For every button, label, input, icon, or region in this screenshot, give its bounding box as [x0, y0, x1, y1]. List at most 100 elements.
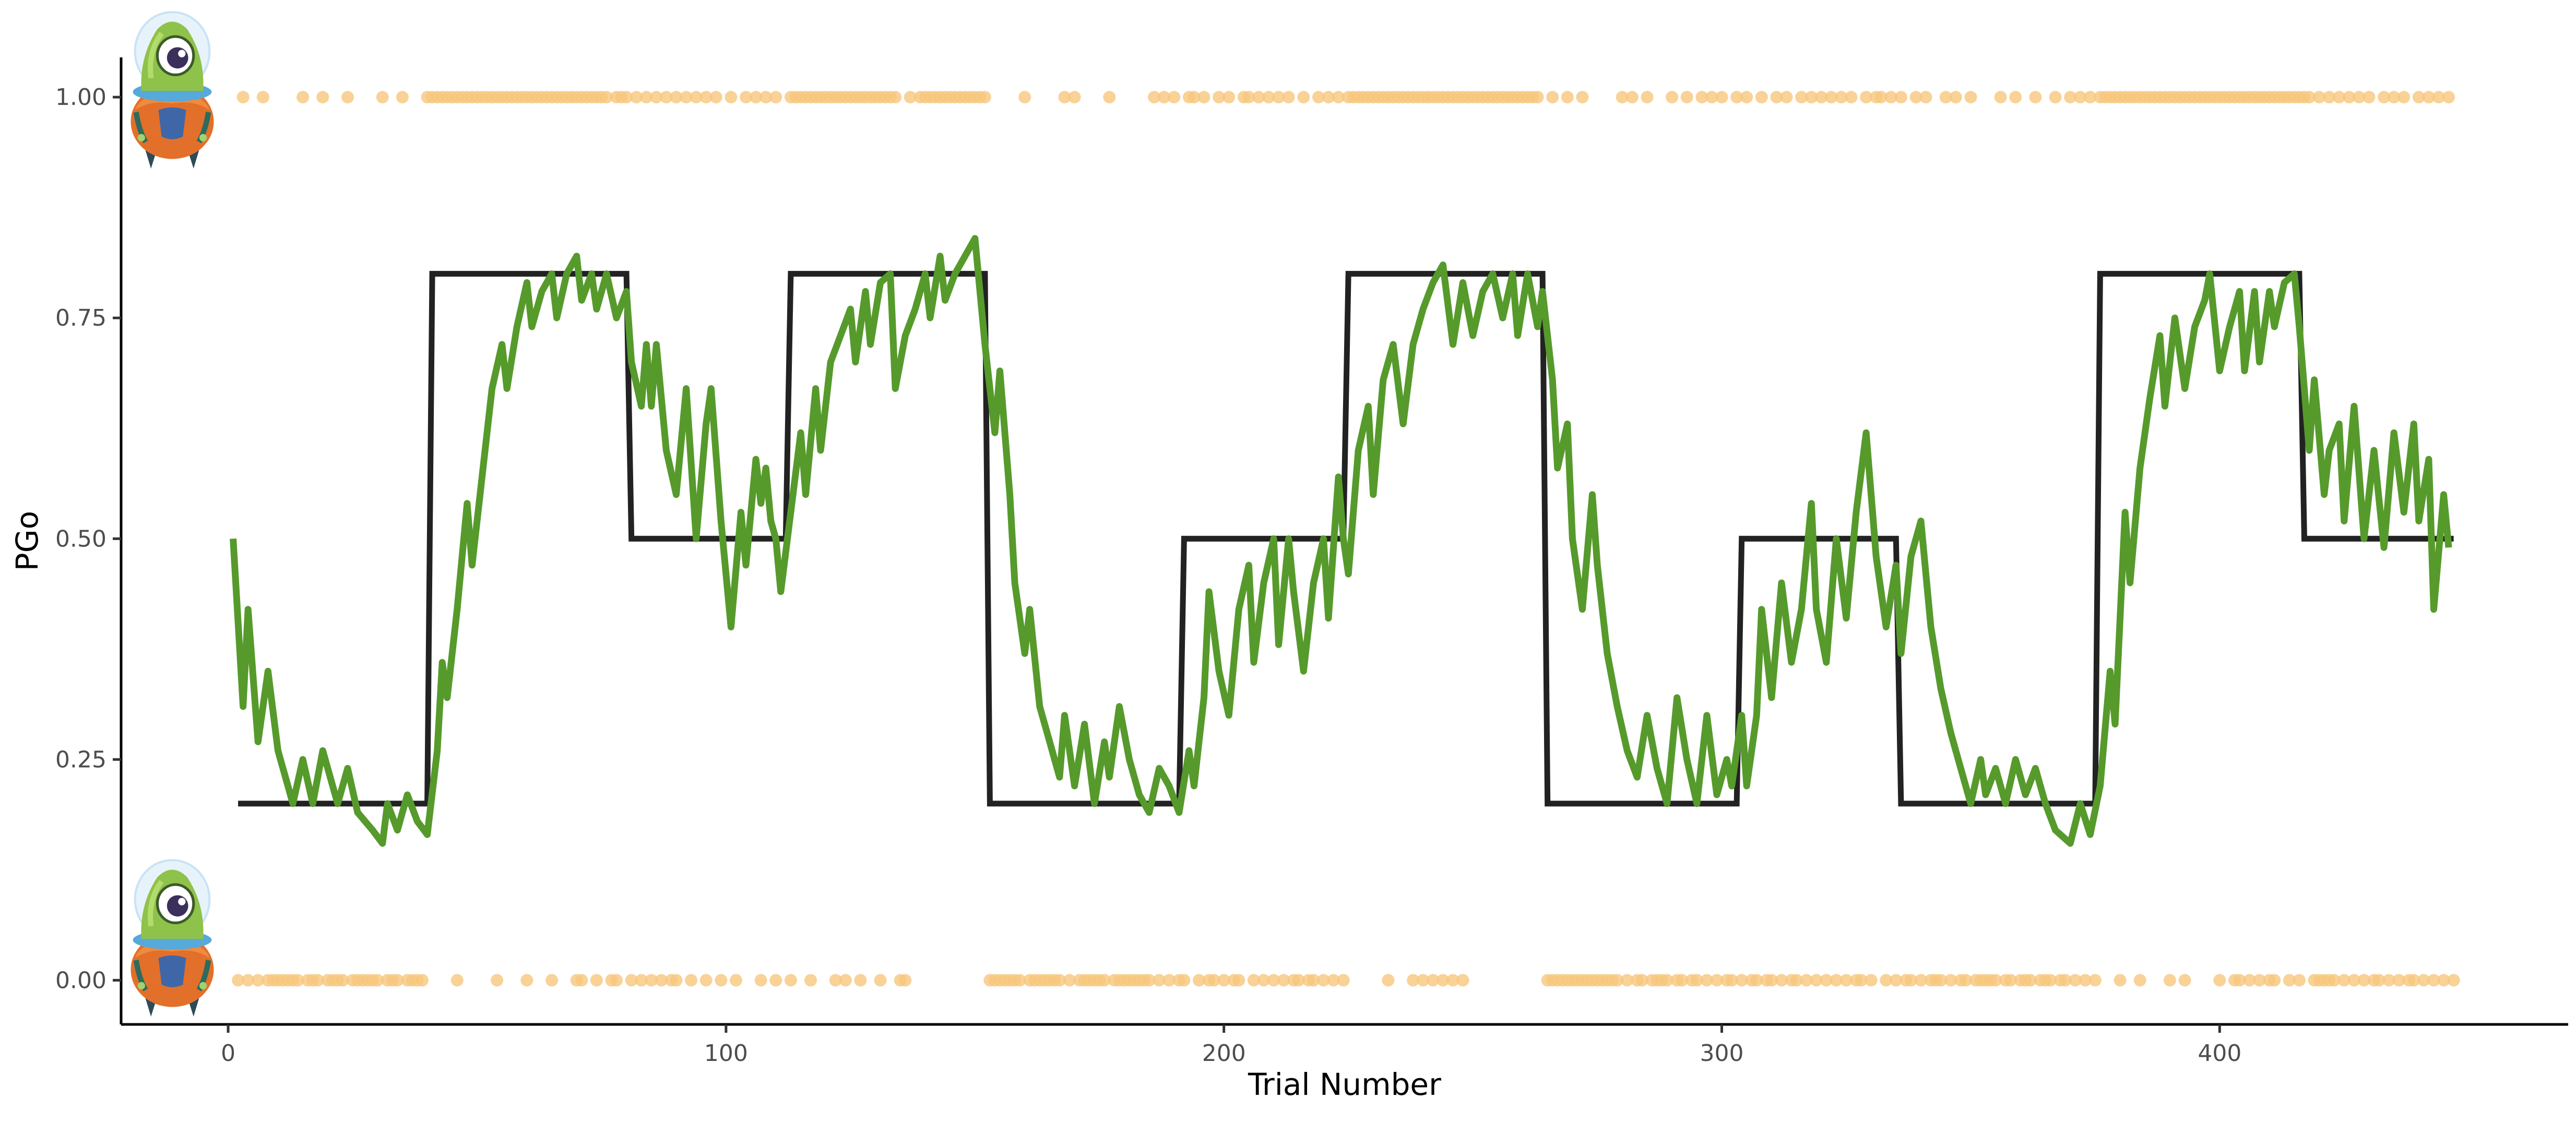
- response-point: [2004, 974, 2017, 987]
- response-point: [699, 974, 713, 987]
- response-point: [2059, 974, 2072, 987]
- response-point: [729, 974, 742, 987]
- response-point: [450, 974, 464, 987]
- response-point: [699, 91, 713, 104]
- response-point: [1576, 91, 1589, 104]
- response-point: [610, 974, 623, 987]
- response-point: [1915, 974, 1928, 987]
- response-point: [1775, 974, 1788, 987]
- response-point: [1884, 91, 1897, 104]
- response-point: [2372, 974, 2385, 987]
- response-point: [709, 91, 722, 104]
- response-point: [2397, 91, 2411, 104]
- response-point: [1332, 91, 1345, 104]
- x-tick-label: 300: [1700, 1040, 1744, 1067]
- response-point: [1407, 974, 1420, 987]
- response-point: [1959, 974, 1972, 987]
- response-point: [1178, 974, 1191, 987]
- response-point: [252, 974, 265, 987]
- response-point: [1874, 91, 1888, 104]
- response-point: [839, 974, 852, 987]
- response-point: [2079, 974, 2092, 987]
- response-point: [1934, 974, 1948, 987]
- response-point: [1143, 974, 1156, 987]
- response-point: [2378, 91, 2391, 104]
- x-tick-label: 100: [704, 1040, 748, 1067]
- x-tick-label: 200: [1202, 1040, 1246, 1067]
- response-point: [1825, 91, 1838, 104]
- response-point: [2323, 91, 2336, 104]
- response-point: [1053, 974, 1066, 987]
- response-point: [640, 91, 653, 104]
- response-point: [1257, 974, 1271, 987]
- response-point: [1262, 91, 1275, 104]
- y-tick-label: 0.50: [55, 526, 106, 552]
- response-point: [1730, 91, 1743, 104]
- y-axis-title: PGo: [9, 511, 45, 571]
- response-point: [1790, 974, 1803, 987]
- response-point: [1098, 974, 1111, 987]
- response-point: [2064, 91, 2077, 104]
- response-point: [670, 91, 683, 104]
- response-point: [1780, 91, 1793, 104]
- response-point: [2074, 91, 2087, 104]
- response-point: [376, 91, 389, 104]
- response-point: [590, 974, 603, 987]
- response-point: [750, 91, 763, 104]
- response-point: [2417, 974, 2430, 987]
- response-point: [2303, 91, 2316, 104]
- response-point: [1894, 91, 1907, 104]
- response-point: [2253, 974, 2266, 987]
- response-point: [2293, 974, 2306, 987]
- response-point: [1830, 974, 1843, 987]
- response-point: [2422, 91, 2435, 104]
- response-point: [1207, 974, 1220, 987]
- response-point: [620, 91, 633, 104]
- response-point: [630, 91, 643, 104]
- response-point: [2313, 91, 2326, 104]
- response-point: [1680, 91, 1693, 104]
- response-point: [2343, 91, 2356, 104]
- response-point: [1327, 974, 1340, 987]
- response-point: [1835, 91, 1848, 104]
- response-point: [545, 974, 559, 987]
- response-point: [1317, 974, 1330, 987]
- response-point: [1382, 974, 1395, 987]
- response-point: [520, 974, 533, 987]
- response-point: [2233, 974, 2246, 987]
- response-point: [2009, 91, 2022, 104]
- response-point: [670, 974, 683, 987]
- response-point: [829, 974, 842, 987]
- response-point: [2388, 91, 2401, 104]
- response-point: [1158, 91, 1171, 104]
- response-point: [316, 91, 329, 104]
- x-axis-title: Trial Number: [1248, 1067, 1441, 1102]
- response-point: [2447, 974, 2460, 987]
- alien-monster-icon: [130, 860, 213, 1017]
- response-point: [660, 91, 673, 104]
- step-series-line: [238, 271, 2454, 807]
- y-tick-label: 0.00: [55, 967, 106, 994]
- response-point: [2133, 974, 2146, 987]
- response-point: [1267, 974, 1280, 987]
- response-point: [2382, 974, 2395, 987]
- response-point: [889, 91, 902, 104]
- response-point: [2347, 974, 2360, 987]
- response-point: [491, 974, 504, 987]
- response-point: [1213, 91, 1226, 104]
- response-point: [1765, 974, 1778, 987]
- response-point: [1800, 974, 1813, 987]
- response-point: [754, 974, 767, 987]
- response-point: [1456, 974, 1469, 987]
- response-point: [2084, 91, 2097, 104]
- response-point: [1641, 91, 1654, 104]
- response-point: [1700, 974, 1713, 987]
- response-point: [1561, 91, 1574, 104]
- response-point: [2049, 91, 2062, 104]
- response-point: [1770, 91, 1783, 104]
- response-point: [759, 91, 773, 104]
- response-point: [1148, 91, 1161, 104]
- response-point: [2427, 974, 2440, 987]
- response-point: [1611, 974, 1624, 987]
